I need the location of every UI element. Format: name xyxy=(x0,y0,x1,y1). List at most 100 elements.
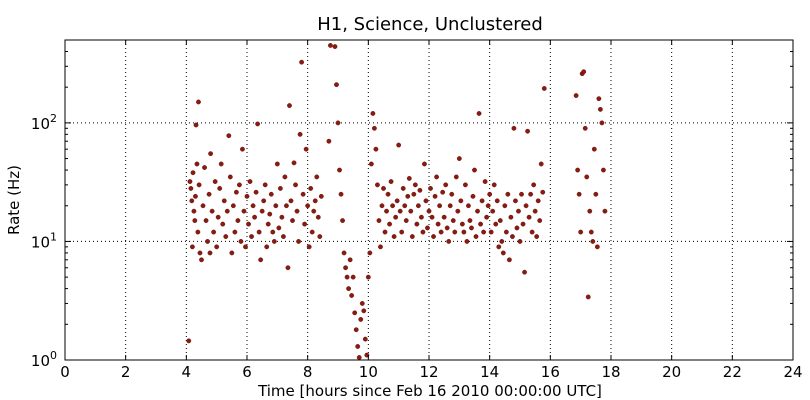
data-point xyxy=(462,182,468,188)
data-point xyxy=(189,244,195,250)
data-point xyxy=(456,156,462,161)
data-point xyxy=(520,221,526,227)
data-point xyxy=(277,186,283,191)
y-tick-label: 101 xyxy=(31,230,57,251)
data-point xyxy=(447,203,453,209)
data-point xyxy=(238,239,244,244)
data-point xyxy=(423,198,429,204)
data-point xyxy=(531,182,537,188)
data-point xyxy=(525,128,530,134)
x-tick-label: 18 xyxy=(601,363,620,381)
data-point xyxy=(505,191,511,197)
x-tick-label: 20 xyxy=(662,363,681,381)
data-point xyxy=(437,203,443,209)
data-point xyxy=(191,208,197,214)
data-point xyxy=(346,286,352,292)
data-point xyxy=(315,214,321,220)
data-point xyxy=(296,239,301,244)
data-point xyxy=(193,122,199,128)
data-point xyxy=(443,182,449,188)
data-point xyxy=(519,191,524,197)
data-point xyxy=(422,161,427,167)
data-point xyxy=(385,191,391,197)
data-point xyxy=(187,179,193,184)
data-point xyxy=(343,265,348,271)
data-point xyxy=(226,133,232,139)
data-point xyxy=(381,186,386,191)
x-tick-label: 16 xyxy=(541,363,560,381)
data-point xyxy=(334,82,339,88)
data-point xyxy=(517,239,523,244)
data-point xyxy=(224,208,230,214)
data-point xyxy=(591,146,597,152)
data-point xyxy=(192,218,198,223)
data-point xyxy=(328,43,333,48)
data-point xyxy=(206,191,212,197)
data-point xyxy=(585,294,591,300)
data-point xyxy=(384,208,389,214)
data-point xyxy=(211,229,217,235)
data-point xyxy=(419,214,424,220)
data-point xyxy=(340,218,345,223)
data-point xyxy=(378,244,383,250)
data-point xyxy=(202,165,207,170)
data-point xyxy=(459,221,465,227)
data-point xyxy=(341,250,347,256)
data-point xyxy=(582,125,588,131)
data-point xyxy=(426,208,432,214)
data-point xyxy=(516,208,521,214)
data-point xyxy=(203,218,209,223)
data-point xyxy=(590,239,596,244)
data-point xyxy=(376,218,382,223)
data-point xyxy=(513,198,518,204)
data-point xyxy=(221,198,227,204)
data-point xyxy=(188,186,194,191)
data-point xyxy=(240,146,245,152)
data-point xyxy=(233,189,239,195)
x-axis-label: Time [hours since Feb 16 2010 00:00:00 U… xyxy=(257,382,602,400)
data-point xyxy=(326,138,332,144)
data-point xyxy=(514,225,520,231)
data-point xyxy=(282,174,288,180)
data-point xyxy=(450,218,456,223)
data-point xyxy=(368,161,374,167)
data-point xyxy=(347,257,353,263)
data-point xyxy=(284,203,289,209)
data-point xyxy=(291,160,297,166)
data-point xyxy=(466,203,471,209)
data-point xyxy=(337,167,342,173)
data-point xyxy=(469,225,474,231)
data-point xyxy=(196,99,201,105)
data-point xyxy=(537,218,543,223)
data-point xyxy=(602,208,608,214)
x-tick-label: 10 xyxy=(359,363,378,381)
data-point xyxy=(409,234,415,239)
data-point xyxy=(375,182,380,188)
data-point xyxy=(379,203,385,209)
data-point xyxy=(587,208,593,214)
data-point xyxy=(207,250,213,256)
data-point xyxy=(526,214,532,220)
data-point xyxy=(472,167,477,173)
data-point xyxy=(359,301,365,306)
data-point xyxy=(529,229,535,235)
data-point xyxy=(349,293,355,298)
data-point xyxy=(594,244,600,250)
data-point xyxy=(388,179,394,184)
data-point xyxy=(503,229,509,235)
data-point xyxy=(479,198,485,204)
grid-lines xyxy=(65,40,793,360)
data-point xyxy=(335,120,341,126)
data-point xyxy=(490,208,496,214)
data-point xyxy=(276,225,282,231)
data-point xyxy=(541,86,547,91)
data-point xyxy=(573,93,579,98)
data-point xyxy=(244,193,250,199)
data-point xyxy=(485,203,491,209)
data-point xyxy=(220,221,226,227)
data-point xyxy=(309,229,315,235)
data-point xyxy=(227,174,233,180)
data-point xyxy=(497,218,503,223)
data-point xyxy=(358,317,364,322)
